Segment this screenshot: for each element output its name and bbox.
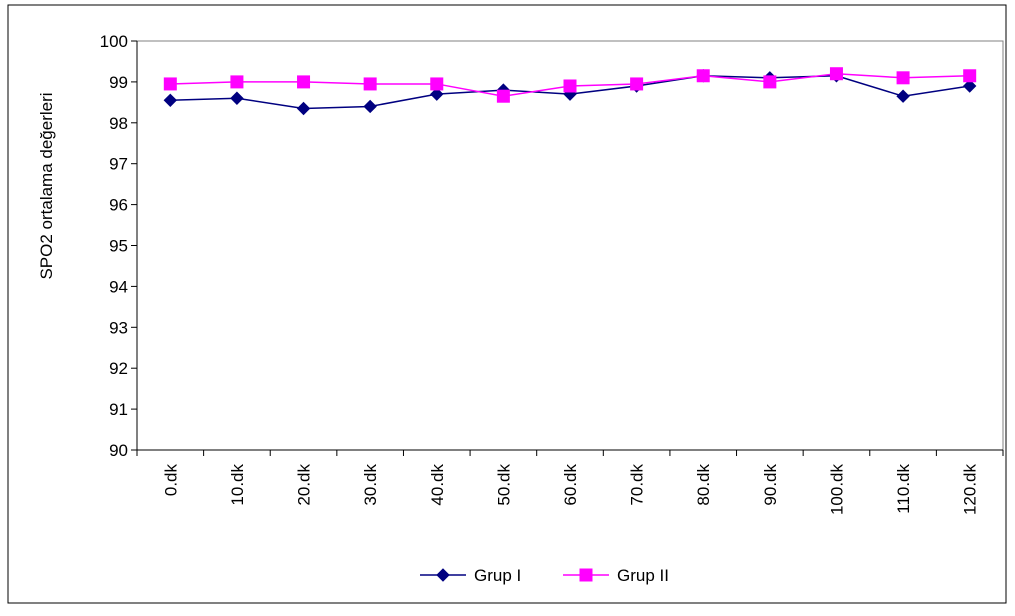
- data-point: [963, 69, 977, 83]
- y-tick-label: 91: [109, 400, 128, 419]
- x-tick-label: 90.dk: [761, 464, 780, 506]
- series: [163, 67, 977, 116]
- data-point: [363, 99, 377, 114]
- data-point: [962, 79, 977, 93]
- chart-frame: [7, 4, 1007, 604]
- data-point: [696, 69, 710, 83]
- x-tick-label: 100.dk: [827, 464, 846, 516]
- legend-marker: [579, 568, 593, 582]
- x-tick-label: 110.dk: [894, 464, 913, 514]
- data-point: [230, 75, 244, 89]
- x-tick-label: 50.dk: [494, 464, 513, 506]
- legend-label: Grup II: [617, 566, 669, 585]
- data-point: [363, 77, 377, 91]
- y-tick-label: 99: [109, 73, 128, 92]
- x-tick-label: 30.dk: [361, 464, 380, 506]
- data-point: [763, 75, 777, 89]
- legend-label: Grup I: [474, 566, 521, 585]
- series-2: [163, 67, 977, 103]
- data-point: [829, 67, 843, 81]
- y-tick-label: 92: [109, 359, 128, 378]
- legend-marker: [436, 568, 450, 582]
- x-tick-label: 40.dk: [428, 464, 447, 506]
- data-point: [496, 89, 510, 103]
- axes: 90 91 92 93 94 95 96 97 98 99 100 0.dk 10.dk 20.dk 30.…: [100, 32, 1004, 516]
- y-tick-label: 100: [100, 32, 128, 51]
- data-point: [430, 87, 444, 101]
- x-tick-label: 70.dk: [628, 464, 647, 506]
- y-tick-label: 97: [109, 155, 128, 174]
- data-point: [296, 101, 311, 116]
- x-tick-label: 60.dk: [561, 464, 580, 506]
- data-point: [230, 91, 244, 105]
- x-tick-label: 20.dk: [295, 464, 314, 506]
- x-tick-label: 80.dk: [694, 464, 713, 506]
- x-tick-label: 10.dk: [228, 464, 247, 506]
- data-point: [630, 77, 644, 91]
- data-point: [896, 71, 910, 85]
- y-tick-label: 98: [109, 114, 128, 133]
- y-tick-label: 96: [109, 196, 128, 215]
- legend-item-1: Grup I: [420, 566, 521, 585]
- data-point: [896, 89, 910, 103]
- data-point: [430, 77, 444, 91]
- data-point: [297, 75, 311, 89]
- y-axis-title: SPO2 ortalama değerleri: [37, 92, 56, 279]
- data-point: [163, 93, 178, 108]
- y-tick-label: 93: [109, 318, 128, 337]
- y-tick-label: 95: [109, 237, 128, 256]
- y-tick-label: 94: [109, 277, 128, 296]
- y-tick-label: 90: [109, 441, 128, 460]
- data-point: [563, 79, 577, 93]
- legend: Grup I Grup II: [420, 566, 669, 585]
- legend-item-2: Grup II: [563, 566, 669, 585]
- data-point: [163, 77, 177, 91]
- x-tick-label: 120.dk: [961, 464, 980, 516]
- x-tick-label: 0.dk: [161, 464, 180, 497]
